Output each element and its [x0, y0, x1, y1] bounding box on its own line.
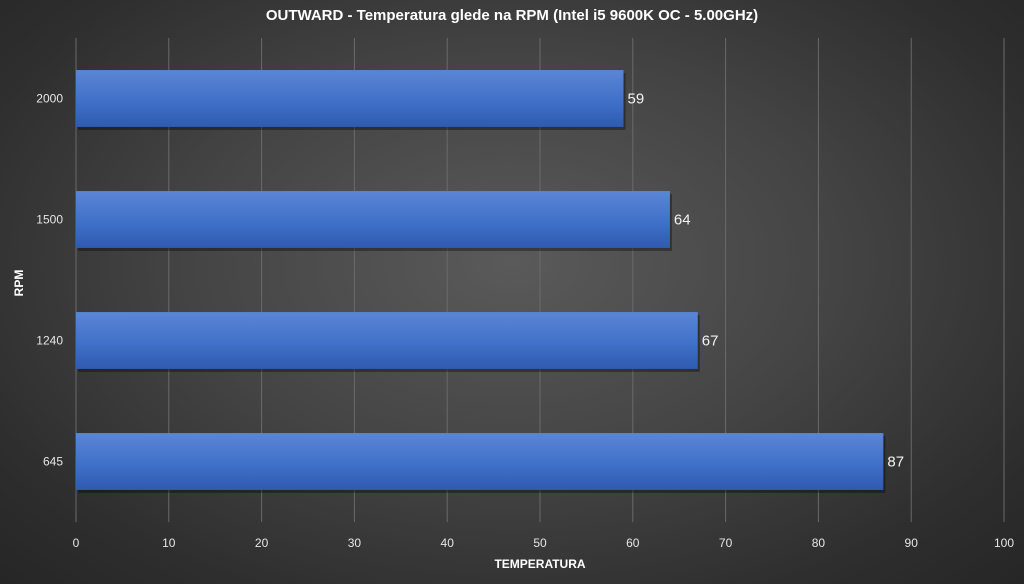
- x-tick-label: 40: [441, 536, 455, 550]
- x-tick-label: 90: [905, 536, 919, 550]
- x-tick-label: 50: [533, 536, 547, 550]
- x-axis-label: TEMPERATURA: [494, 557, 586, 571]
- bars: [76, 70, 886, 493]
- y-tick-label: 2000: [36, 92, 63, 106]
- x-tick-label: 80: [812, 536, 826, 550]
- x-tick-label: 0: [73, 536, 80, 550]
- data-label: 67: [702, 333, 719, 350]
- x-tick-label: 30: [348, 536, 362, 550]
- bar-1240: [76, 312, 698, 369]
- x-tick-label: 70: [719, 536, 733, 550]
- bar-1500: [76, 191, 670, 248]
- data-label: 59: [628, 91, 645, 108]
- x-tick-label: 60: [626, 536, 640, 550]
- labels: 0 10 20 30 40 50 60 70 80 90 100 59 2000 64 1500 67 1240…: [36, 91, 1014, 551]
- bar-2000: [76, 70, 624, 127]
- y-tick-label: 1500: [36, 213, 63, 227]
- y-tick-label: 645: [43, 455, 63, 469]
- x-tick-label: 10: [162, 536, 176, 550]
- bar-645: [76, 433, 884, 490]
- data-label: 64: [674, 212, 691, 229]
- data-label: 87: [887, 454, 904, 471]
- x-tick-label: 20: [255, 536, 269, 550]
- chart-title: OUTWARD - Temperatura glede na RPM (Inte…: [265, 7, 759, 24]
- y-tick-label: 1240: [36, 334, 63, 348]
- x-tick-label: 100: [994, 536, 1014, 550]
